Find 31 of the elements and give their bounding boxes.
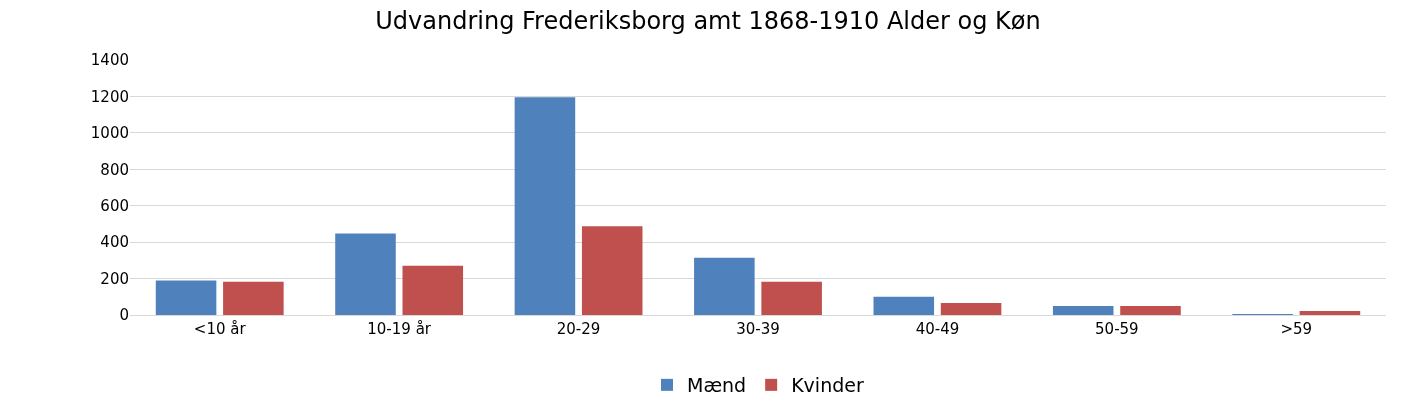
bar: [1052, 305, 1114, 315]
y-tick-label: 1200: [90, 87, 129, 106]
bar: [694, 257, 755, 315]
x-tick-label: 50-59: [1095, 320, 1139, 338]
y-tick-label: 1000: [90, 124, 129, 143]
y-tick-label: 400: [100, 233, 129, 252]
legend-label: Mænd: [687, 374, 747, 397]
x-tick-label: 40-49: [915, 320, 960, 338]
y-tick-label: 0: [119, 306, 129, 325]
x-tick-label: 10-19 år: [367, 320, 432, 338]
bar: [761, 281, 822, 315]
bar: [1299, 310, 1361, 315]
chart-title: Udvandring Frederiksborg amt 1868-1910 Alder og Køn: [375, 7, 1041, 36]
bar: [402, 265, 464, 315]
bar: [155, 280, 217, 315]
bar: [940, 302, 1002, 315]
x-tick-label: 20-29: [556, 320, 601, 338]
y-tick-label: 800: [100, 160, 129, 179]
x-tick-label: <10 år: [193, 320, 247, 338]
legend-label: Kvinder: [791, 374, 864, 397]
bar: [581, 226, 643, 315]
bar: [514, 97, 576, 315]
y-tick-label: 1400: [90, 51, 129, 70]
x-tick-label: >59: [1280, 320, 1313, 338]
bar: [223, 281, 284, 315]
bar: [1120, 305, 1181, 315]
y-tick-label: 600: [100, 196, 129, 215]
x-tick-label: 30-39: [736, 320, 780, 338]
y-tick-label: 200: [100, 269, 129, 288]
bar: [873, 296, 935, 315]
bar: [335, 233, 396, 315]
